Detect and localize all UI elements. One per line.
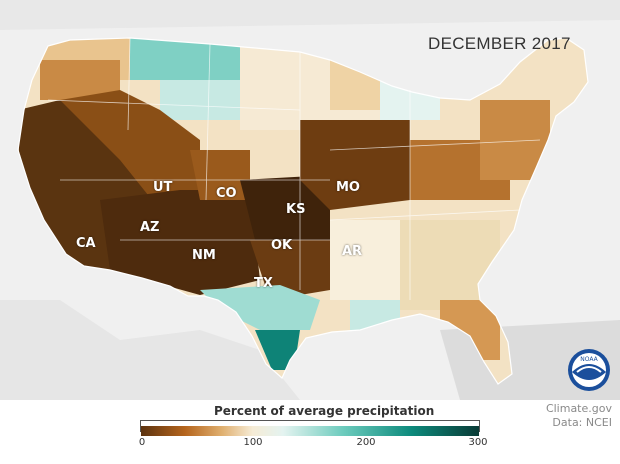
state-borders bbox=[47, 37, 541, 300]
legend-color-bar bbox=[140, 420, 480, 436]
state-label-ks: KS bbox=[286, 202, 306, 217]
mexico-land bbox=[0, 300, 300, 400]
map-title: DECEMBER 2017 bbox=[428, 34, 571, 53]
legend-tick-300: 300 bbox=[468, 437, 488, 448]
state-label-co: CO bbox=[216, 186, 237, 201]
legend-tick-200: 200 bbox=[356, 437, 376, 448]
state-label-az: AZ bbox=[140, 220, 160, 235]
state-label-tx: TX bbox=[254, 276, 273, 291]
svg-text:NOAA: NOAA bbox=[580, 356, 598, 363]
noaa-logo-icon: NOAA bbox=[567, 348, 611, 392]
legend-tick-100: 100 bbox=[243, 437, 263, 448]
state-label-ut: UT bbox=[153, 180, 173, 195]
state-label-nm: NM bbox=[192, 248, 216, 263]
credit-data: Data: NCEI bbox=[552, 416, 612, 429]
state-label-ca: CA bbox=[76, 236, 96, 251]
state-label-ar: AR bbox=[342, 244, 363, 259]
legend-tick-0: 0 bbox=[138, 437, 146, 448]
us-outline bbox=[17, 37, 589, 385]
state-label-ok: OK bbox=[271, 238, 293, 253]
legend-title: Percent of average precipitation bbox=[214, 404, 435, 418]
precipitation-map bbox=[0, 0, 620, 400]
canada-land bbox=[0, 0, 620, 30]
credit-source: Climate.gov bbox=[545, 402, 612, 415]
state-label-mo: MO bbox=[336, 180, 360, 195]
